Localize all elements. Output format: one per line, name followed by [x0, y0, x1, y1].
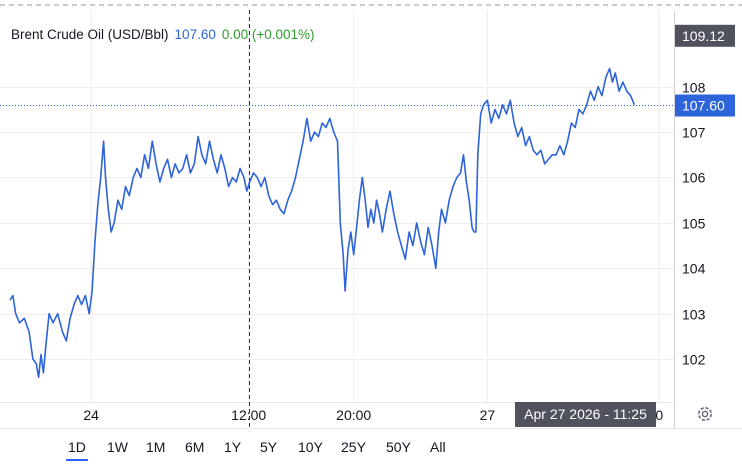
high-price-label-bg: [675, 24, 735, 47]
range-button-50y[interactable]: 50Y: [386, 439, 411, 455]
last-price-label: 107.60: [682, 98, 725, 114]
range-button-10y[interactable]: 10Y: [298, 439, 323, 455]
y-tick-label: 102: [682, 352, 706, 368]
y-axis: 102 103 104 105 106 107 108: [682, 80, 706, 368]
range-button-1m[interactable]: 1M: [146, 439, 166, 455]
gear-icon[interactable]: [695, 404, 715, 424]
legend-change: 0.00 (+0.001%): [221, 27, 315, 42]
grid: [0, 10, 674, 402]
y-tick-label: 105: [682, 216, 706, 232]
x-axis: 24 12:00 20:00 27 0: [83, 407, 663, 423]
y-tick-label: 108: [682, 80, 706, 96]
x-tick-label: 27: [480, 407, 496, 423]
y-tick-label: 107: [682, 125, 706, 141]
range-button-all[interactable]: All: [430, 439, 446, 455]
x-tick-label: 12:00: [231, 407, 266, 423]
y-tick-label: 106: [682, 170, 706, 186]
y-tick-label: 103: [682, 307, 706, 323]
x-tick-label: 0: [655, 407, 663, 423]
range-button-1y[interactable]: 1Y: [224, 439, 242, 455]
x-tick-label: 24: [83, 407, 99, 423]
range-button-1w[interactable]: 1W: [107, 439, 128, 455]
legend-price: 107.60: [174, 27, 216, 42]
range-button-5y[interactable]: 5Y: [260, 439, 278, 455]
last-price-label-bg: [675, 94, 735, 117]
range-selector: 1D 1W 1M 6M 1Y 5Y 10Y 25Y 50Y All: [0, 428, 742, 471]
y-tick-label: 104: [682, 261, 706, 277]
high-price-label: 109.12: [682, 28, 725, 44]
x-tick-label: 20:00: [336, 407, 371, 423]
price-series-line: [9, 67, 636, 379]
axis-price-labels: 109.12 107.60: [675, 24, 735, 117]
legend: Brent Crude Oil (USD/Bbl) 107.60 0.00 (+0.…: [11, 27, 321, 42]
crosshair-time-label: Apr 27 2026 - 11:25: [515, 402, 656, 427]
range-button-25y[interactable]: 25Y: [341, 439, 366, 455]
range-button-6m[interactable]: 6M: [185, 439, 205, 455]
range-button-1d[interactable]: 1D: [66, 439, 88, 461]
legend-instrument: Brent Crude Oil (USD/Bbl): [11, 27, 169, 42]
